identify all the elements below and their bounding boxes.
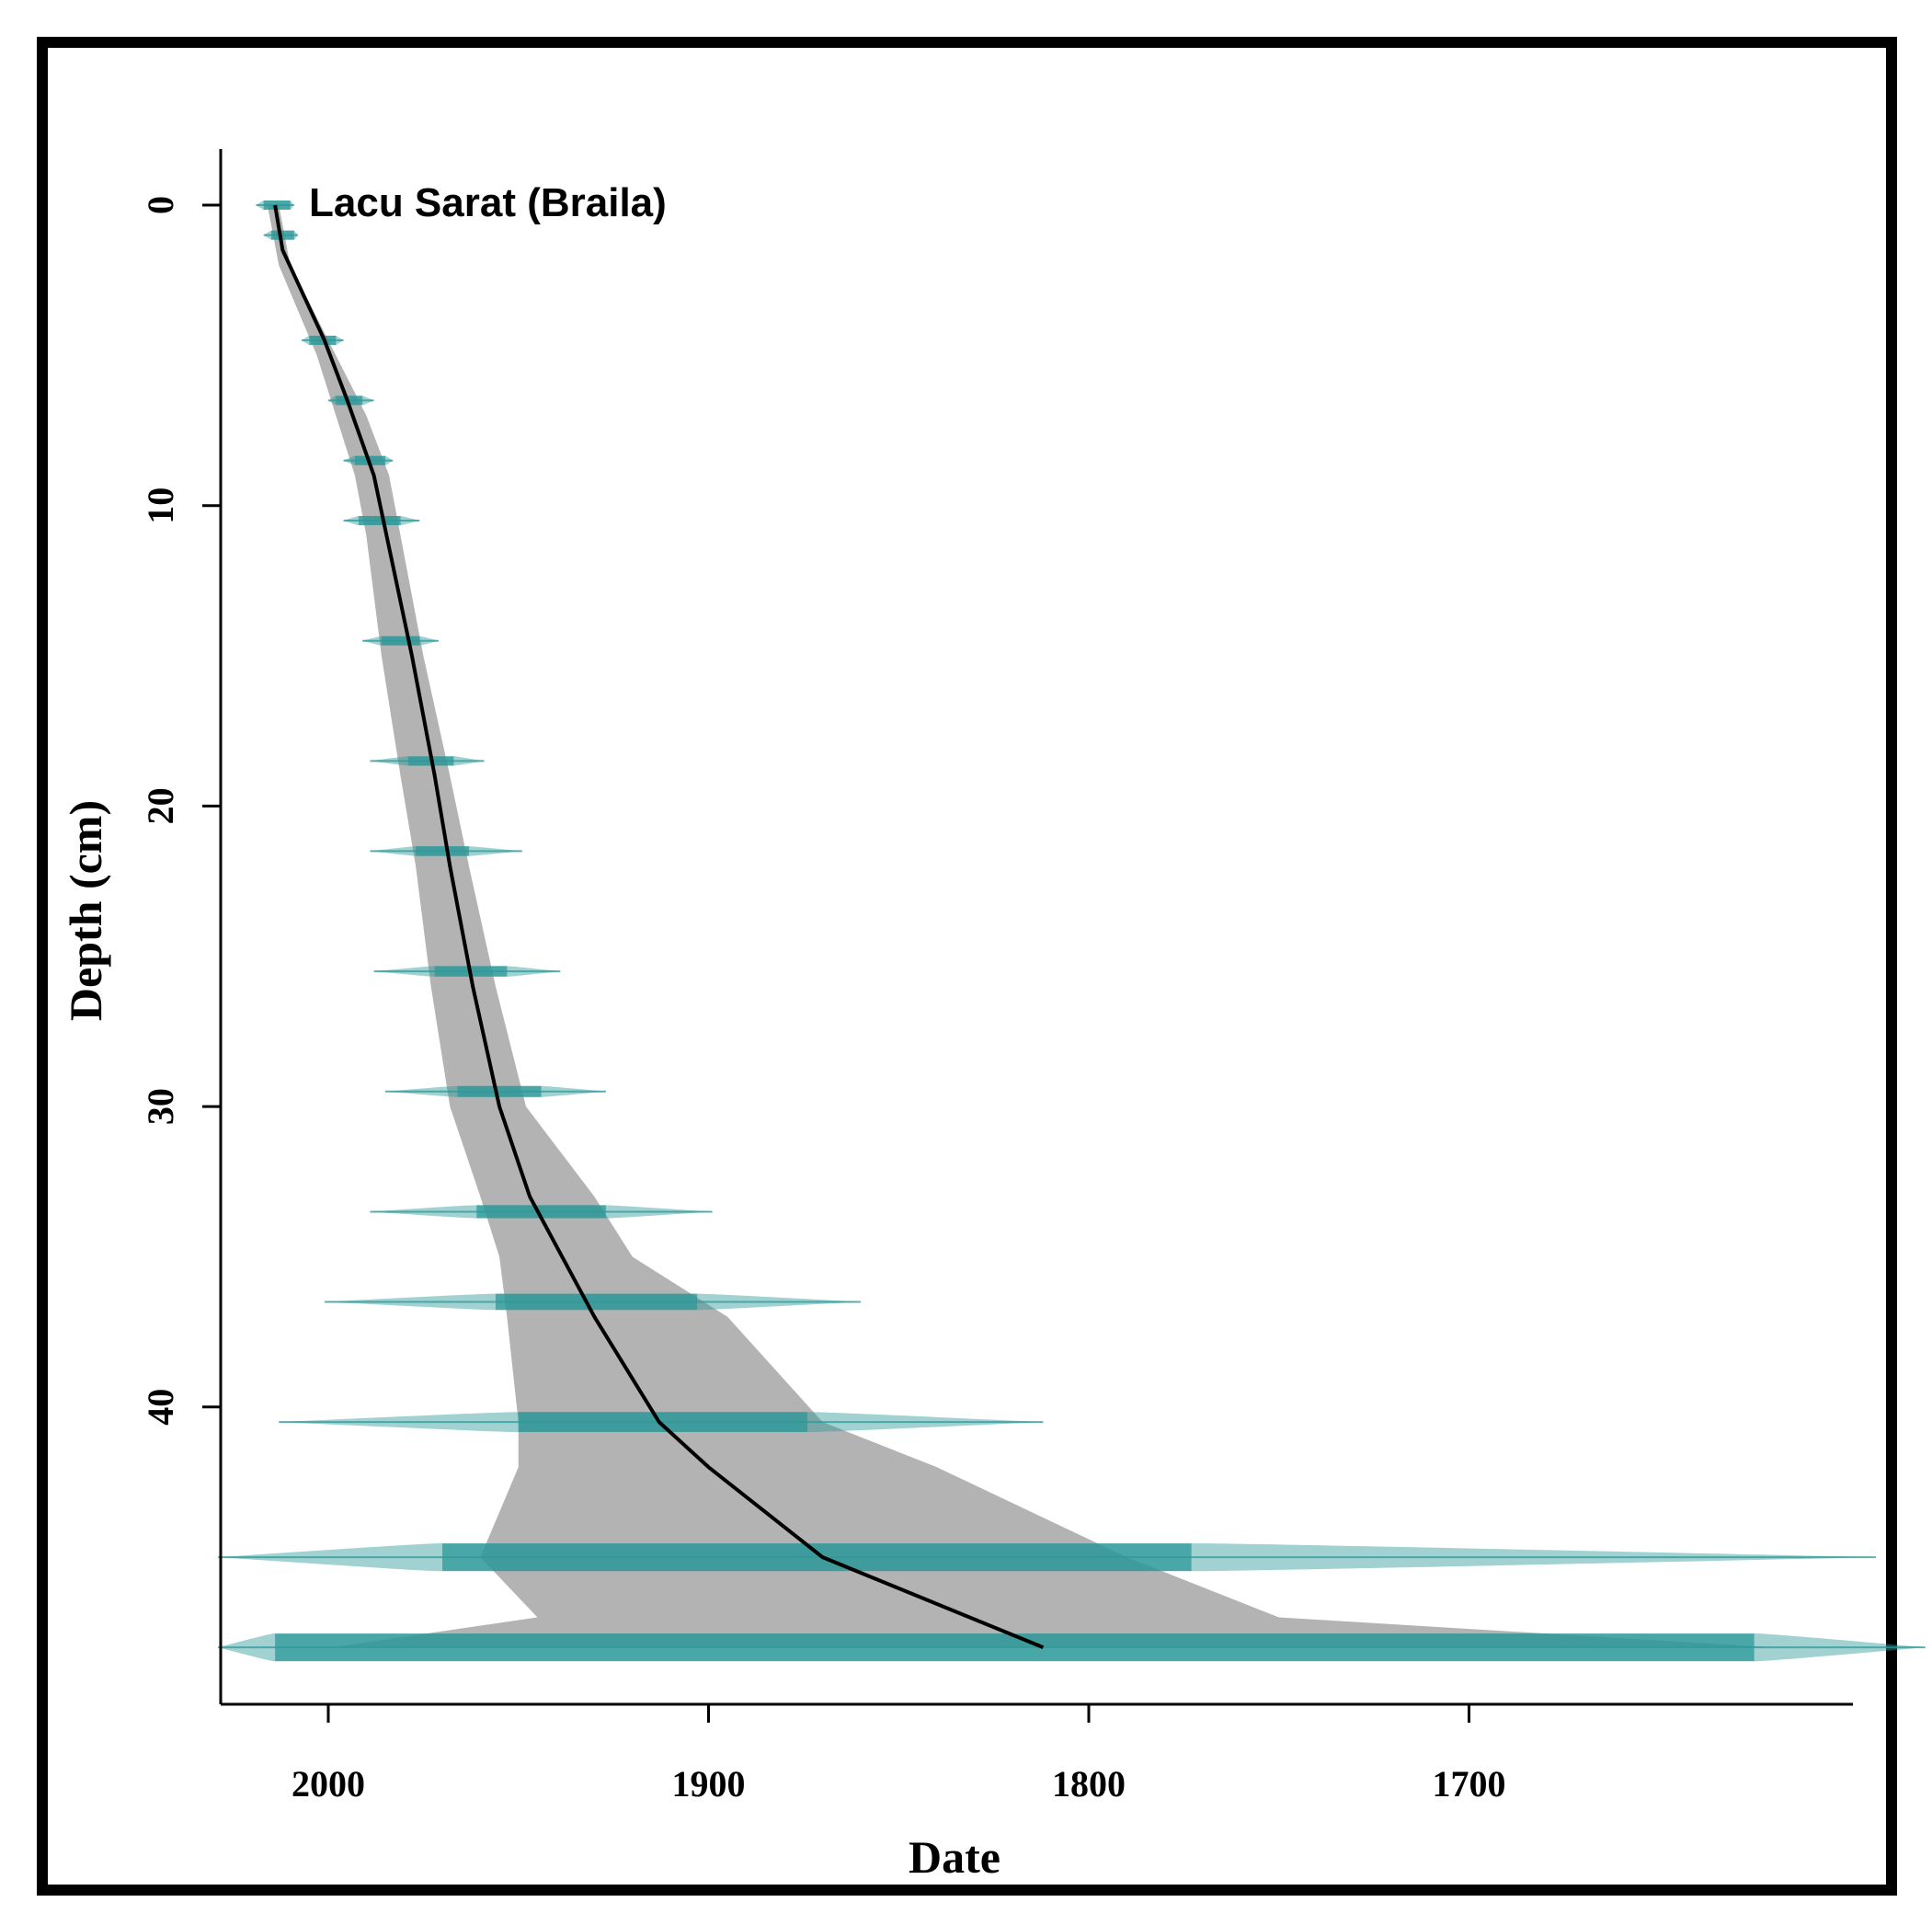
sample-range-bar bbox=[381, 636, 420, 646]
sample-range-bar bbox=[457, 1085, 542, 1097]
x-tick-label-1700: 1700 bbox=[1433, 1763, 1506, 1805]
y-tick-label-30: 30 bbox=[140, 1088, 181, 1125]
sample-range-bar bbox=[518, 1412, 808, 1432]
dated-sample-11 bbox=[370, 1205, 713, 1219]
x-tick-label-1900: 1900 bbox=[672, 1763, 746, 1805]
y-tick-label-20: 20 bbox=[140, 787, 181, 824]
median-age-line bbox=[273, 204, 1045, 1650]
dated-sample-15 bbox=[218, 1633, 1926, 1662]
sample-range-bar bbox=[263, 201, 291, 210]
dated-sample-14 bbox=[218, 1543, 1876, 1572]
sample-range-bar bbox=[270, 230, 294, 240]
confidence-envelope bbox=[267, 205, 1774, 1648]
sample-range-bar bbox=[476, 1205, 606, 1219]
x-axis-title: Date bbox=[909, 1831, 1000, 1883]
sample-range-bar bbox=[275, 1633, 1755, 1662]
y-axis-title: Depth (cm) bbox=[60, 800, 111, 1021]
dated-sample-3 bbox=[328, 395, 374, 406]
sample-range-bar bbox=[442, 1543, 1192, 1572]
sample-range-bar bbox=[416, 846, 469, 856]
sample-range-bar bbox=[359, 516, 401, 526]
x-tick-label-1800: 1800 bbox=[1052, 1763, 1126, 1805]
dated-sample-12 bbox=[324, 1293, 861, 1311]
x-tick-label-2000: 2000 bbox=[292, 1763, 365, 1805]
y-tick-label-10: 10 bbox=[140, 487, 181, 524]
dated-sample-5 bbox=[343, 515, 420, 526]
dated-sample-6 bbox=[362, 636, 439, 646]
y-tick-label-0: 0 bbox=[140, 196, 181, 214]
chart-title: Lacu Sarat (Braila) bbox=[309, 180, 667, 225]
dated-sample-7 bbox=[370, 756, 485, 766]
sample-range-bar bbox=[495, 1293, 698, 1311]
y-tick-label-40: 40 bbox=[140, 1389, 181, 1426]
dated-sample-9 bbox=[373, 966, 561, 977]
